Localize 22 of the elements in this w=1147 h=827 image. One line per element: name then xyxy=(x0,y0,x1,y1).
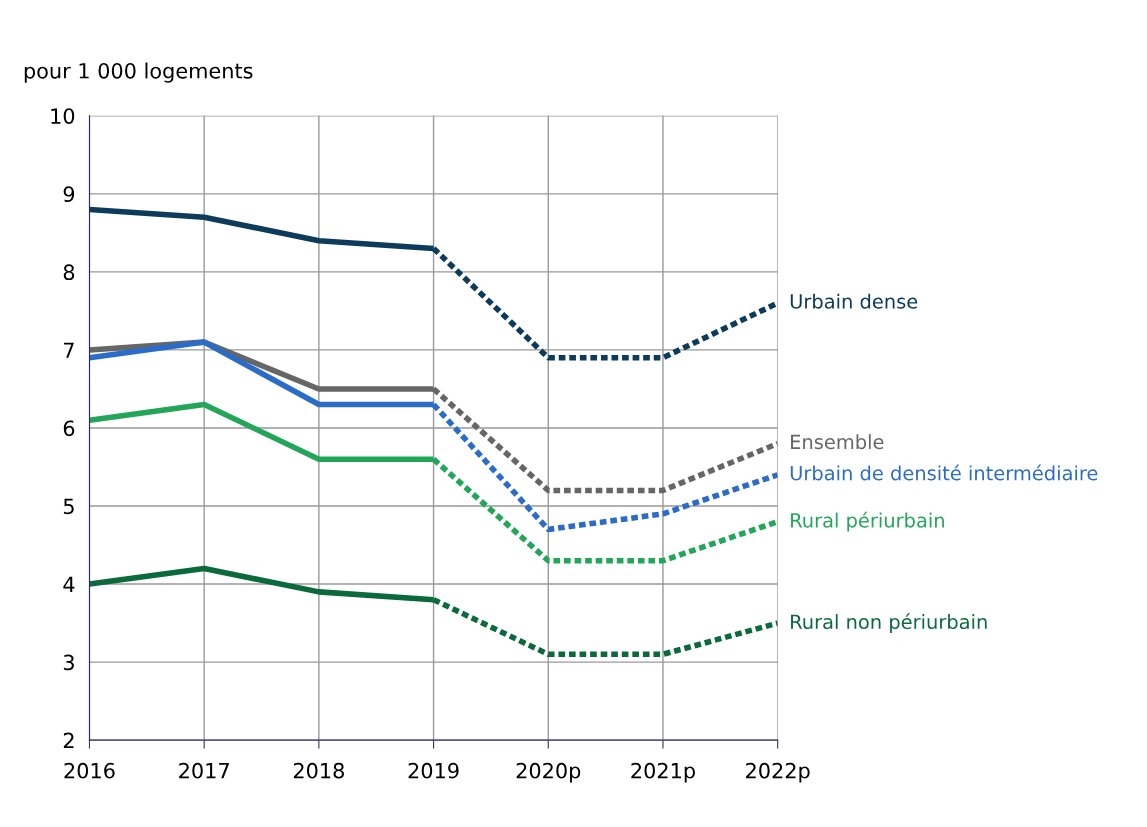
y-tick-label: 5 xyxy=(63,498,74,515)
x-tick-label: 2019 xyxy=(408,762,459,779)
y-axis-title: pour 1 000 logements xyxy=(24,62,253,83)
x-tick-label: 2020p xyxy=(516,762,581,783)
y-tick-label: 4 xyxy=(63,576,75,592)
series-label: Ensemble xyxy=(791,434,884,450)
series-label: Rural non périurbain xyxy=(791,613,987,633)
x-tick-label: 2022p xyxy=(746,762,810,783)
x-tick-label: 2017 xyxy=(179,762,229,779)
x-tick-label: 2018 xyxy=(293,762,344,779)
y-tick-label: 6 xyxy=(63,420,75,437)
y-tick-label: 2 xyxy=(63,732,74,749)
series-label: Urbain dense xyxy=(790,293,918,309)
series-label: Urbain de densité intermédiaire xyxy=(790,464,1098,481)
y-tick-label: 8 xyxy=(63,264,75,281)
y-tick-label: 7 xyxy=(64,342,74,358)
y-tick-label: 9 xyxy=(63,186,75,203)
series-label: Rural périurbain xyxy=(791,511,944,532)
x-tick-label: 2021p xyxy=(631,762,695,783)
x-tick-label: 2016 xyxy=(64,762,115,779)
y-tick-label: 3 xyxy=(63,654,74,671)
y-tick-label: 10 xyxy=(51,108,75,124)
